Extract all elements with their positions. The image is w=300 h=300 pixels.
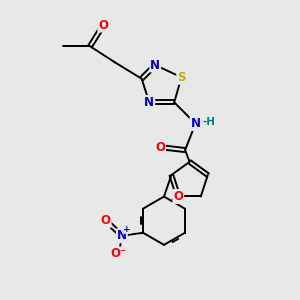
Text: +: + <box>123 225 131 234</box>
Text: N: N <box>117 229 127 242</box>
Text: N: N <box>144 96 154 109</box>
Text: O: O <box>98 19 108 32</box>
Text: N: N <box>150 58 160 72</box>
Text: O: O <box>101 214 111 227</box>
Text: O: O <box>155 141 165 154</box>
Text: S: S <box>177 71 186 84</box>
Text: O: O <box>173 190 183 203</box>
Text: N: N <box>190 117 200 130</box>
Text: O⁻: O⁻ <box>111 248 127 260</box>
Text: -H: -H <box>203 117 216 127</box>
